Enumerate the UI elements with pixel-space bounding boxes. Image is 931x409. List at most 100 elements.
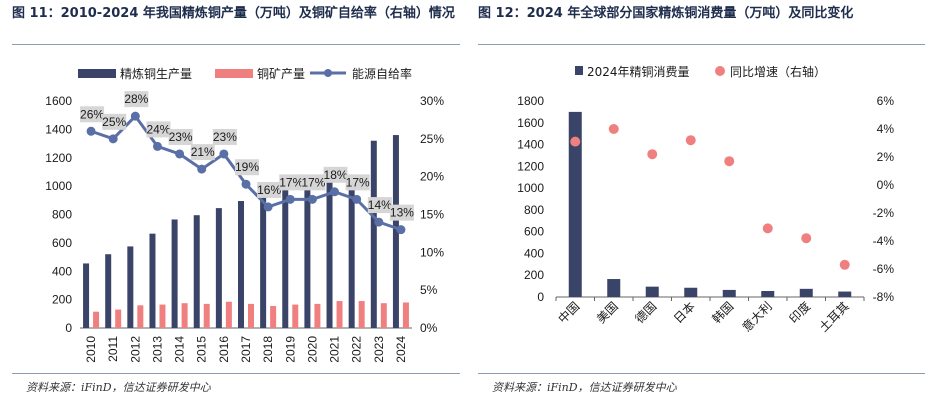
yoy-growth-dot — [608, 124, 619, 134]
right-y-tick-label: 30% — [420, 94, 444, 108]
legend-swatch-marker-2 — [324, 69, 332, 77]
yoy-growth-dot — [647, 149, 658, 160]
bar-consumption — [761, 291, 775, 297]
right-y-tick-label: 0% — [877, 178, 895, 192]
data-label: 26% — [80, 107, 104, 121]
bar-copper-mine-output — [336, 301, 343, 328]
left-y-tick-label: 600 — [52, 236, 72, 250]
left-y-tick-label: 400 — [52, 264, 72, 278]
right-y-tick-label: 4% — [877, 122, 895, 136]
bar-refined-copper-output — [193, 215, 200, 328]
right-y-tick-label: 5% — [420, 283, 438, 297]
bar-consumption — [722, 289, 736, 297]
right-source-text: 资料来源：iFinD，信达证券研发中心 — [492, 381, 677, 394]
bar-consumption — [607, 279, 621, 297]
left-chart-svg: 精炼铜生产量 铜矿产量 能源自给率 0 200 400 600 800 1000 1200 1400… — [45, 66, 444, 363]
data-label: 23% — [169, 130, 193, 144]
bar-refined-copper-output — [392, 135, 399, 328]
right-y-tick-label: 10% — [420, 245, 444, 259]
x-tick-label: 印度 — [786, 299, 814, 327]
left-chart-title-box: 图 11：2010-2024 年我国精炼铜产量（万吨）及铜矿自给率（右轴）情况 — [12, 4, 460, 45]
left-y-tick-label: 1400 — [45, 122, 72, 136]
data-label: 19% — [235, 160, 259, 174]
left-y-tick-label: 1200 — [45, 151, 72, 165]
bar-consumption — [838, 291, 852, 297]
bar-copper-mine-output — [137, 305, 144, 328]
left-y-tick-label: 800 — [524, 203, 544, 217]
data-label: 17% — [301, 175, 325, 189]
self-sufficiency-point — [285, 194, 295, 204]
legend-label-2: 能源自给率 — [352, 66, 412, 81]
left-y-tick-label: 1000 — [45, 179, 72, 193]
data-label: 28% — [124, 92, 148, 106]
right-y-tick-label: -6% — [873, 262, 895, 276]
x-tick-label: 韩国 — [709, 299, 737, 327]
yoy-growth-dot — [570, 136, 581, 147]
legend-swatch-0 — [78, 69, 116, 78]
bar-consumption — [684, 287, 698, 297]
right-y-tick-label: 6% — [877, 94, 895, 108]
left-y-tick-label: 1400 — [517, 138, 544, 152]
right-chart-title-box: 图 12：2024 年全球部分国家精炼铜消费量（万吨）及同比变化 — [478, 4, 925, 45]
x-tick-label: 日本 — [671, 299, 698, 326]
self-sufficiency-point — [263, 202, 273, 212]
self-sufficiency-point — [352, 194, 362, 204]
bar-copper-mine-output — [270, 306, 277, 328]
left-source-box: 资料来源：iFinD，信达证券研发中心 — [12, 373, 460, 396]
self-sufficiency-point — [130, 111, 140, 121]
x-tick-label: 2012 — [128, 336, 142, 363]
bar-refined-copper-output — [348, 186, 355, 328]
bar-copper-mine-output — [292, 304, 299, 328]
left-y-tick-label: 0 — [65, 321, 72, 335]
bar-refined-copper-output — [215, 208, 222, 328]
right-y-tick-label: 2% — [877, 150, 895, 164]
data-label-bg — [146, 121, 171, 138]
bar-consumption — [645, 286, 659, 297]
bar-copper-mine-output — [248, 303, 254, 328]
bar-copper-mine-output — [402, 302, 409, 328]
bar-refined-copper-output — [304, 186, 311, 328]
bar-consumption — [568, 111, 582, 297]
right-y-tick-label: 0% — [420, 321, 438, 335]
x-tick-label: 中国 — [555, 299, 583, 327]
left-y-tick-label: 200 — [52, 293, 72, 307]
data-label-bg — [212, 128, 237, 145]
left-y-tick-label: 0 — [537, 290, 544, 304]
data-label-bg — [235, 159, 259, 176]
self-sufficiency-point — [307, 194, 317, 204]
x-tick-label: 2011 — [106, 336, 120, 362]
bar-copper-mine-output — [181, 303, 188, 328]
right-y-tick-label: 20% — [420, 170, 444, 184]
data-label: 25% — [102, 115, 126, 129]
data-label: 23% — [213, 130, 237, 144]
x-tick-label: 2010 — [84, 336, 98, 363]
bar-copper-mine-output — [115, 309, 122, 328]
bar-copper-mine-output — [225, 301, 232, 328]
left-y-tick-label: 1600 — [517, 116, 544, 130]
data-label-bg — [80, 106, 105, 123]
self-sufficiency-point — [197, 164, 207, 174]
legend-swatch-0 — [575, 66, 583, 75]
bar-copper-mine-output — [93, 311, 100, 328]
yoy-growth-dot — [762, 223, 773, 234]
self-sufficiency-point — [330, 187, 340, 197]
right-chart-svg: 2024年精铜消费量 同比增速（右轴） 0 200 400 600 800 1000 1200 1… — [517, 64, 895, 335]
x-tick-label: 美国 — [594, 299, 621, 326]
x-tick-label: 2022 — [350, 336, 364, 363]
x-tick-label: 德国 — [632, 299, 660, 327]
self-sufficiency-point — [219, 149, 229, 159]
legend-swatch-1 — [215, 69, 253, 78]
legend-label-0: 2024年精铜消费量 — [587, 64, 690, 79]
x-tick-label: 2017 — [239, 336, 253, 363]
bar-copper-mine-output — [159, 304, 166, 328]
right-y-tick-label: -8% — [873, 290, 895, 304]
bar-refined-copper-output — [370, 140, 377, 328]
data-label: 21% — [191, 145, 215, 159]
data-label: 18% — [324, 168, 348, 182]
data-label-bg — [168, 128, 193, 145]
bar-refined-copper-output — [260, 189, 267, 328]
bar-copper-mine-output — [358, 301, 365, 328]
right-y-tick-label: 15% — [420, 208, 444, 222]
right-chart-panel: 图 12：2024 年全球部分国家精炼铜消费量（万吨）及同比变化 2024年精铜… — [466, 0, 931, 409]
left-y-tick-label: 200 — [524, 268, 544, 282]
